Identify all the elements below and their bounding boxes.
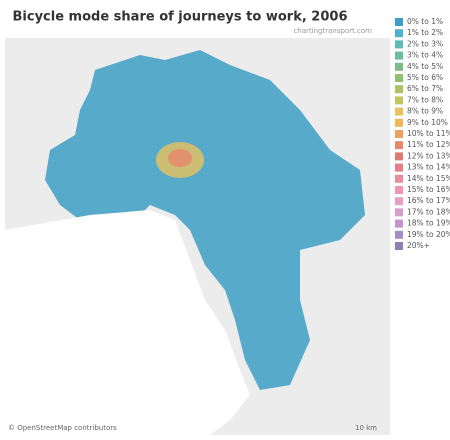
legend-swatch <box>395 230 403 239</box>
legend-swatch <box>395 208 403 217</box>
legend-label: 9% to 10% <box>407 118 448 127</box>
legend-label: 1% to 2% <box>407 28 443 37</box>
legend-label: 5% to 6% <box>407 73 443 82</box>
legend: 0% to 1% 1% to 2% 2% to 3% 3% to 4% 4% to 5%… <box>395 17 450 250</box>
source: chartingtransport.com <box>293 27 372 35</box>
legend-label: 4% to 5% <box>407 62 443 71</box>
legend-swatch <box>395 51 403 60</box>
legend-label: 6% to 7% <box>407 84 443 93</box>
legend-swatch <box>395 118 403 127</box>
legend-label: 10% to 11% <box>407 129 450 138</box>
legend-swatch <box>395 163 403 172</box>
legend-label: 14% to 15% <box>407 174 450 183</box>
legend-swatch <box>395 197 403 206</box>
legend-swatch <box>395 96 403 105</box>
legend-swatch <box>395 186 403 194</box>
legend-swatch <box>395 219 403 228</box>
legend-label: 0% to 1% <box>407 17 443 26</box>
legend-swatch <box>395 174 403 183</box>
legend-label: 11% to 12% <box>407 140 450 149</box>
legend-label: 19% to 20% <box>407 230 450 239</box>
legend-swatch <box>395 152 403 161</box>
legend-swatch <box>395 62 403 71</box>
legend-label: 15% to 16% <box>407 185 450 194</box>
legend-swatch <box>395 242 403 250</box>
urban-area <box>45 50 365 390</box>
legend-label: 8% to 9% <box>407 107 443 116</box>
legend-swatch <box>395 74 403 82</box>
legend-swatch <box>395 141 403 150</box>
legend-label: 7% to 8% <box>407 95 443 104</box>
legend-label: 2% to 3% <box>407 39 443 48</box>
legend-swatch <box>395 40 403 49</box>
title: Bicycle mode share of journeys to work, … <box>13 10 348 25</box>
inner-core <box>168 149 192 167</box>
map <box>5 38 390 435</box>
legend-label: 17% to 18% <box>407 207 450 216</box>
legend-label: 12% to 13% <box>407 151 450 160</box>
legend-swatch <box>395 85 403 94</box>
legend-label: 16% to 17% <box>407 196 450 205</box>
legend-label: 13% to 14% <box>407 163 450 172</box>
legend-label: 20%+ <box>407 241 430 250</box>
scale-label: 10 km <box>355 424 377 432</box>
legend-swatch <box>395 130 403 138</box>
bay <box>5 210 250 435</box>
legend-label: 3% to 4% <box>407 51 443 60</box>
legend-swatch <box>395 29 403 38</box>
legend-swatch <box>395 18 403 26</box>
legend-label: 18% to 19% <box>407 219 450 228</box>
attribution: © OpenStreetMap contributors <box>8 424 117 432</box>
legend-swatch <box>395 107 403 116</box>
